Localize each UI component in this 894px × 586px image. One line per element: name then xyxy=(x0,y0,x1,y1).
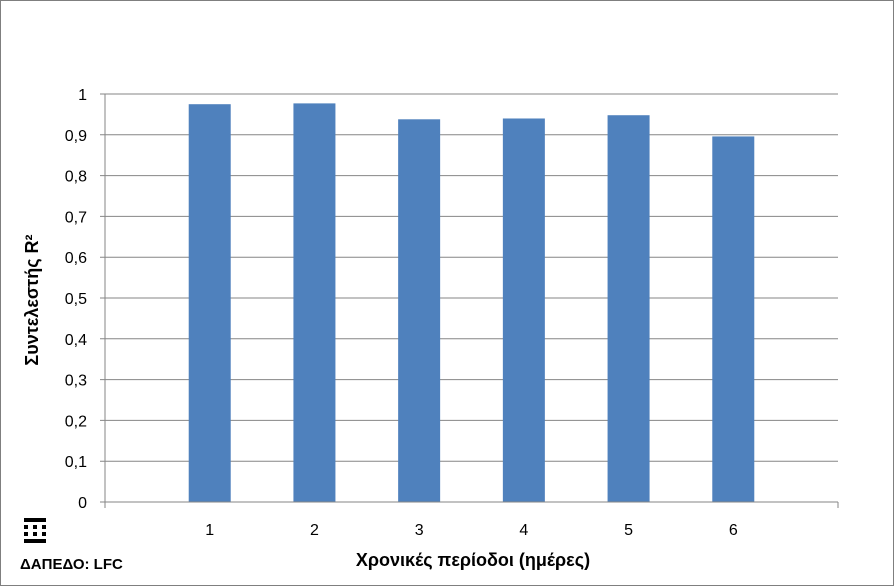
x-tick-label: 2 xyxy=(310,522,319,539)
y-tick-labels: 0 0,1 0,2 0,3 0,4 0,5 0,6 0,7 0,8 0,9 1 xyxy=(65,87,87,512)
x-axis-title: Χρονικές περίοδοι (ημέρες) xyxy=(356,550,590,570)
bar-2 xyxy=(293,103,336,502)
y-tick-label: 0,9 xyxy=(65,128,87,145)
x-tick-labels: 1 2 3 4 5 6 xyxy=(205,522,738,539)
y-tick-label: 0,1 xyxy=(65,454,87,471)
y-axis-title: Συντελεστής R² xyxy=(22,234,42,365)
bar-5 xyxy=(607,115,650,502)
x-tick-label: 3 xyxy=(415,522,424,539)
y-tick-label: 0,6 xyxy=(65,250,87,267)
y-tick-label: 0,2 xyxy=(65,413,87,430)
grid-logo-icon xyxy=(24,518,46,543)
y-tick-label: 0,5 xyxy=(65,291,87,308)
y-tick-label: 1 xyxy=(78,87,87,104)
bar-4 xyxy=(502,118,545,502)
y-tick-label: 0,7 xyxy=(65,209,87,226)
bars xyxy=(104,103,839,508)
y-tick-label: 0,8 xyxy=(65,169,87,186)
x-tick-label: 1 xyxy=(205,522,214,539)
bar-6 xyxy=(712,136,755,502)
y-tick-label: 0,4 xyxy=(65,332,87,349)
x-tick-label: 6 xyxy=(729,522,738,539)
bar-1 xyxy=(188,104,231,502)
y-tick-label: 0 xyxy=(78,495,87,512)
y-tick-label: 0,3 xyxy=(65,373,87,390)
x-tick-label: 4 xyxy=(519,522,528,539)
bar-3 xyxy=(398,119,441,503)
footer-label: ΔΑΠΕΔΟ: LFC xyxy=(20,556,123,573)
x-tick-label: 5 xyxy=(624,522,633,539)
